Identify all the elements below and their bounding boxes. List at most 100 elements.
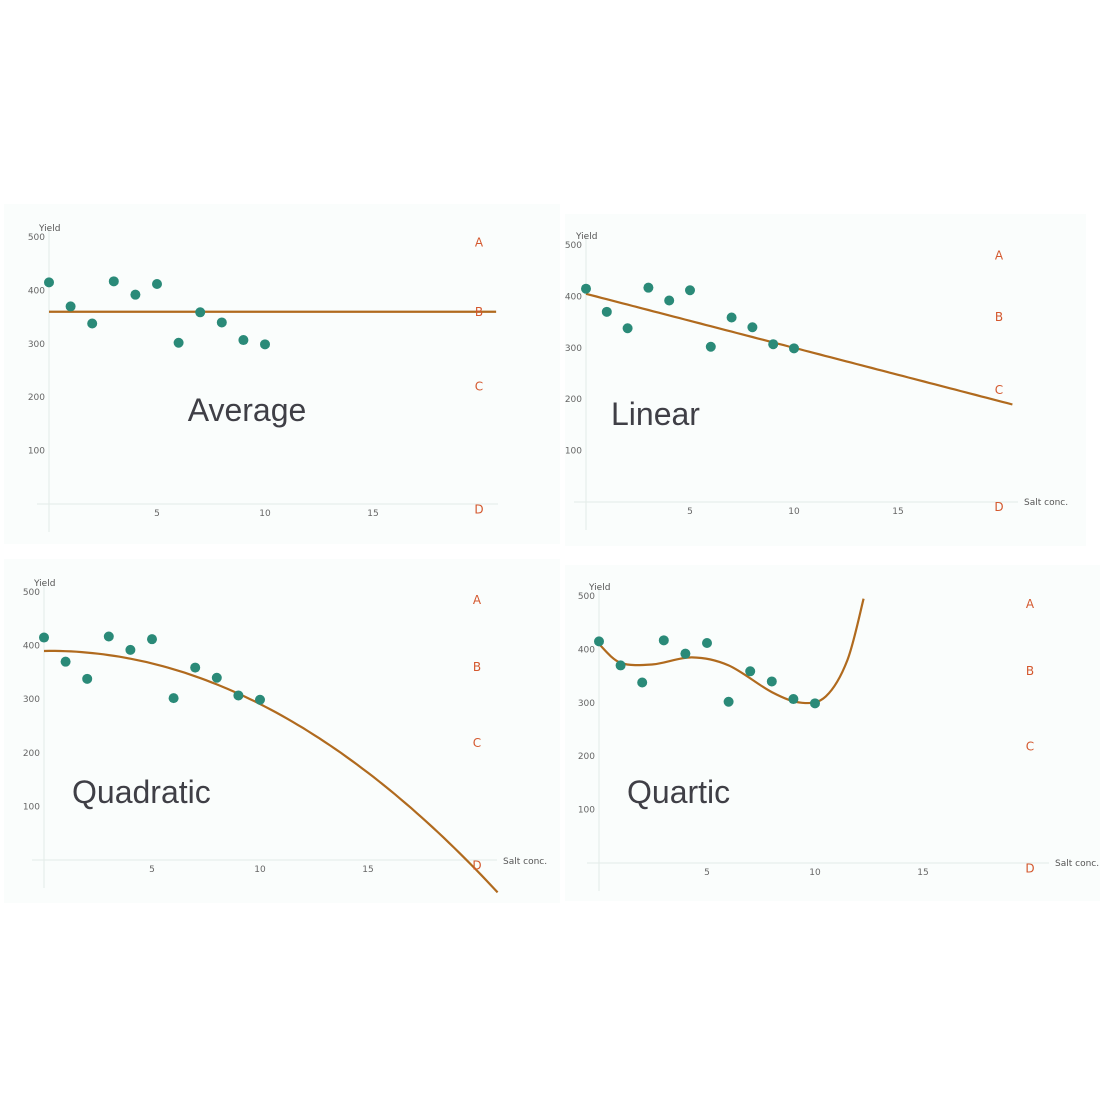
data-point	[108, 276, 119, 287]
x-tick-label: 15	[362, 865, 373, 875]
y-axis-title: Yield	[575, 232, 597, 242]
data-point	[747, 322, 758, 333]
y-tick-label: 400	[23, 642, 40, 652]
marker-b: B	[473, 660, 481, 674]
data-point	[622, 323, 633, 334]
y-tick-label: 200	[28, 393, 45, 403]
marker-c: C	[475, 380, 483, 394]
y-tick-label: 200	[578, 752, 595, 762]
y-tick-label: 500	[28, 233, 45, 243]
y-tick-label: 500	[565, 241, 582, 251]
y-tick-label: 100	[578, 806, 595, 816]
y-tick-label: 400	[565, 292, 582, 302]
data-point	[702, 637, 712, 648]
x-tick-label: 5	[704, 868, 710, 878]
x-tick-label: 5	[149, 865, 155, 875]
data-point	[82, 673, 93, 684]
data-point	[658, 635, 669, 646]
data-point	[745, 666, 756, 677]
panel-title: Linear	[611, 396, 700, 432]
data-point	[190, 662, 201, 673]
x-tick-label: 10	[809, 868, 821, 878]
panel-background	[565, 565, 1100, 901]
data-point	[147, 634, 157, 645]
marker-a: A	[1026, 597, 1035, 611]
y-tick-label: 300	[28, 340, 45, 350]
data-point	[680, 648, 691, 659]
data-point	[601, 306, 612, 317]
x-tick-label: 15	[892, 507, 903, 517]
marker-c: C	[995, 383, 1003, 397]
marker-b: B	[1026, 664, 1034, 678]
x-tick-label: 10	[259, 509, 271, 519]
marker-b: B	[995, 310, 1003, 324]
fit-line	[43, 649, 499, 894]
y-tick-label: 200	[23, 749, 40, 759]
y-tick-label: 300	[23, 695, 40, 705]
data-point	[255, 694, 265, 705]
x-tick-label: 5	[687, 507, 693, 517]
panel-quartic: 100 200 300 400 500 5 10 15 Yield Salt conc. A B C D Q…	[565, 565, 1100, 901]
y-tick-label: 500	[23, 588, 40, 598]
x-axis-title: Salt conc.	[503, 857, 547, 867]
y-axis-title: Yield	[33, 579, 55, 589]
data-point	[130, 289, 141, 300]
data-point	[39, 632, 49, 643]
marker-d: D	[1025, 861, 1034, 875]
data-point	[152, 278, 162, 289]
marker-d: D	[472, 858, 481, 872]
data-point	[615, 660, 626, 671]
data-point	[789, 343, 799, 354]
panel-title: Quadratic	[72, 774, 211, 810]
marker-b: B	[475, 305, 483, 319]
data-point	[103, 631, 114, 642]
data-point	[238, 335, 249, 346]
data-point	[705, 341, 716, 352]
y-tick-label: 300	[565, 344, 582, 354]
data-point	[60, 656, 71, 667]
marker-d: D	[474, 502, 483, 516]
data-point	[195, 307, 206, 318]
x-axis-title: Salt conc.	[1055, 859, 1099, 869]
y-axis-title: Yield	[588, 583, 610, 593]
data-point	[685, 285, 695, 296]
x-tick-label: 5	[154, 509, 160, 519]
data-point	[233, 690, 244, 701]
data-point	[44, 277, 54, 288]
panel-average: 100 200 300 400 500 5 10 15 Yield A B C D Average	[4, 204, 560, 544]
y-tick-label: 400	[28, 286, 45, 296]
data-point	[260, 339, 270, 350]
data-point	[168, 693, 179, 704]
data-point	[581, 283, 591, 294]
fit-line	[598, 598, 865, 705]
x-tick-label: 15	[917, 868, 928, 878]
x-axis-title: Salt conc.	[1024, 498, 1068, 508]
panel-background	[565, 214, 1086, 546]
data-point	[637, 677, 648, 688]
data-point	[173, 337, 184, 348]
data-point	[723, 696, 734, 707]
data-point	[216, 317, 227, 328]
y-tick-label: 100	[565, 447, 582, 457]
data-point	[726, 312, 737, 323]
fit-line	[585, 292, 1013, 406]
y-tick-label: 500	[578, 592, 595, 602]
y-tick-label: 100	[23, 802, 40, 812]
data-point	[768, 339, 779, 350]
data-point	[788, 694, 799, 705]
marker-a: A	[473, 593, 482, 607]
marker-a: A	[475, 235, 484, 249]
marker-d: D	[994, 500, 1003, 514]
panel-title: Quartic	[627, 774, 730, 810]
data-point	[65, 301, 76, 312]
x-tick-label: 10	[254, 865, 266, 875]
data-point	[664, 295, 675, 306]
data-point	[87, 318, 98, 329]
data-point	[125, 644, 136, 655]
marker-a: A	[995, 248, 1004, 262]
data-point	[810, 698, 820, 709]
panel-background	[4, 204, 560, 544]
y-tick-label: 400	[578, 645, 595, 655]
panel-title: Average	[188, 392, 307, 428]
